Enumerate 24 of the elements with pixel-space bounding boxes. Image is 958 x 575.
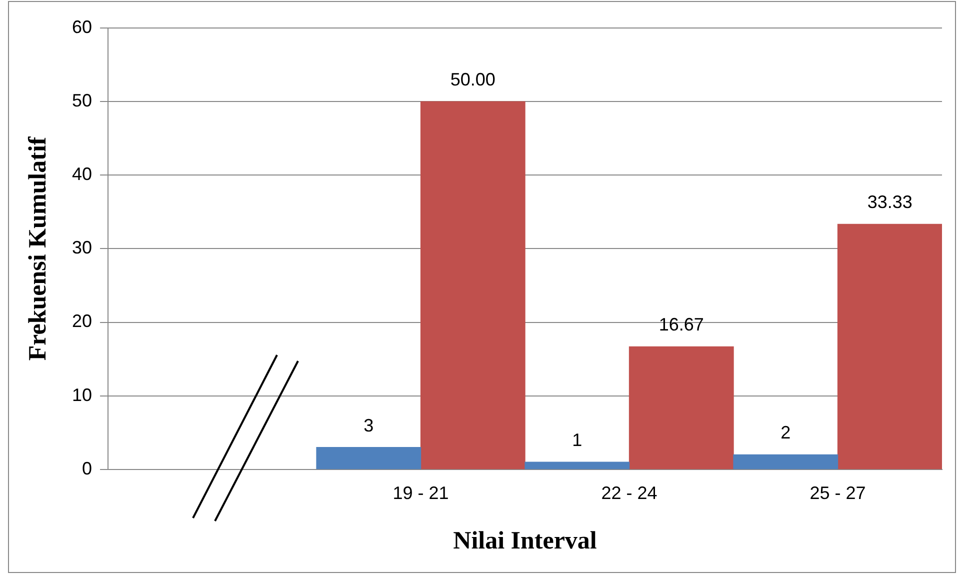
bar (420, 101, 526, 470)
bar (316, 447, 422, 470)
data-label: 33.33 (867, 192, 912, 212)
y-axis-title: Frekuensi Kumulatif (24, 136, 52, 361)
data-label: 3 (364, 415, 374, 436)
data-label: 1 (572, 430, 582, 450)
x-tick-label: 25 - 27 (810, 483, 866, 504)
bar (837, 224, 942, 470)
y-tick-label: 50 (72, 90, 92, 111)
x-tick-label: 19 - 21 (392, 483, 449, 504)
x-axis-title: Nilai Interval (453, 527, 597, 554)
data-label: 2 (780, 422, 791, 443)
data-label: 16.67 (658, 314, 704, 335)
y-tick-label: 30 (72, 238, 92, 258)
bar (524, 462, 630, 470)
y-tick-label: 10 (72, 384, 92, 405)
data-label: 50.00 (450, 70, 496, 90)
y-tick-label: 20 (72, 311, 92, 332)
bar (628, 346, 734, 470)
y-tick-label: 40 (72, 164, 92, 184)
y-tick-label: 60 (72, 16, 92, 37)
y-tick-label: 0 (82, 458, 92, 478)
bar (733, 454, 838, 470)
x-tick-label: 22 - 24 (601, 483, 658, 504)
